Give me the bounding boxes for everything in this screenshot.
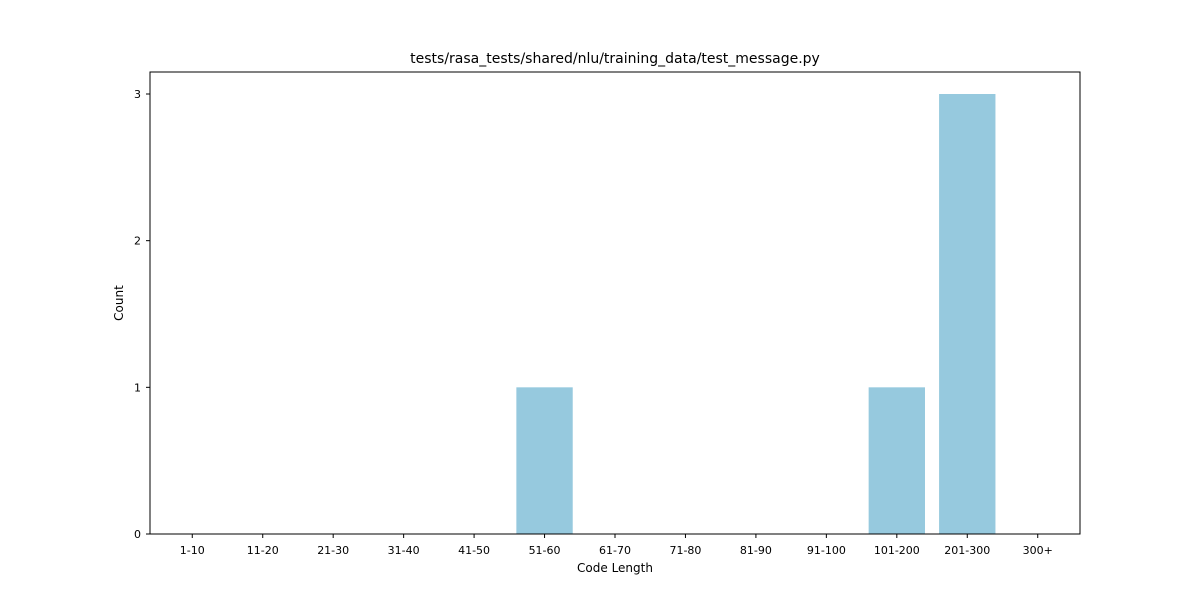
bar-101-200 [868,387,925,534]
x-tick-label: 300+ [1023,544,1053,557]
y-tick-label: 1 [134,381,141,394]
x-tick-label: 1-10 [180,544,205,557]
y-tick-label: 3 [134,88,141,101]
y-axis-ticks: 0 1 2 3 [134,88,150,541]
y-tick-label: 0 [134,528,141,541]
bar-51-60 [516,387,573,534]
x-tick-label: 21-30 [317,544,349,557]
x-tick-label: 101-200 [874,544,920,557]
x-tick-label: 41-50 [458,544,490,557]
y-axis-label: Count [112,285,126,321]
x-tick-label: 91-100 [807,544,846,557]
x-tick-label: 201-300 [944,544,990,557]
x-tick-label: 51-60 [529,544,561,557]
x-tick-label: 71-80 [669,544,701,557]
x-tick-label: 11-20 [247,544,279,557]
x-tick-label: 31-40 [388,544,420,557]
y-tick-label: 2 [134,235,141,248]
x-tick-label: 61-70 [599,544,631,557]
x-tick-label: 81-90 [740,544,772,557]
chart-title: tests/rasa_tests/shared/nlu/training_dat… [410,51,820,67]
x-axis-ticks: 1-10 11-20 21-30 31-40 41-50 51-60 61-70 71-80 8… [180,534,1053,557]
x-axis-label: Code Length [577,561,653,575]
bars-layer [516,94,996,534]
bar-201-300 [939,94,996,534]
